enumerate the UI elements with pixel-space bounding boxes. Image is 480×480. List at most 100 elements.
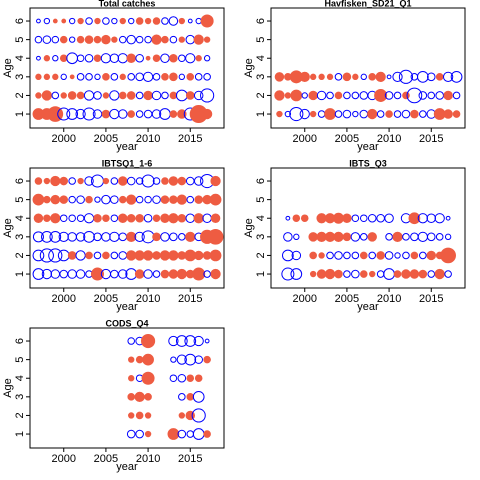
residual-bubble	[110, 195, 119, 204]
residual-bubble	[178, 36, 186, 43]
residual-bubble	[308, 232, 318, 242]
y-tick-label: 3	[255, 74, 267, 80]
y-tick-label: 3	[14, 74, 26, 80]
residual-bubble	[334, 73, 343, 81]
residual-bubble	[84, 35, 94, 44]
residual-bubble	[194, 374, 203, 383]
residual-bubble	[82, 107, 96, 121]
residual-bubble	[152, 195, 161, 204]
y-axis-label: Age	[243, 58, 255, 78]
x-axis-label: year	[116, 141, 138, 153]
residual-bubble	[193, 250, 204, 261]
residual-bubble	[41, 90, 53, 101]
residual-bubble	[101, 232, 111, 242]
residual-bubble	[143, 109, 153, 119]
residual-bubble	[142, 71, 154, 82]
residual-bubble	[186, 430, 195, 438]
residual-bubble	[385, 110, 393, 118]
y-tick-label: 1	[255, 111, 267, 117]
residual-bubble	[118, 213, 128, 223]
residual-bubble	[309, 110, 317, 118]
residual-bubble	[316, 90, 327, 101]
residual-bubble	[160, 213, 170, 223]
residual-bubble	[343, 270, 351, 278]
residual-bubble	[169, 35, 178, 44]
residual-bubble	[434, 268, 445, 280]
residual-bubble	[52, 73, 59, 81]
residual-bubble	[410, 109, 419, 119]
residual-bubble	[360, 73, 367, 81]
residual-bubble	[193, 90, 204, 101]
residual-bubble	[32, 193, 45, 206]
residual-bubble	[167, 428, 180, 440]
plot-frame	[29, 327, 225, 449]
residual-bubble	[176, 354, 187, 365]
residual-bubble	[178, 412, 186, 419]
residual-bubble	[43, 55, 51, 62]
residual-bubble	[191, 408, 206, 423]
residual-bubble	[324, 231, 336, 242]
residual-bubble	[135, 91, 144, 100]
y-tick-label: 4	[255, 55, 267, 61]
residual-bubble	[427, 91, 436, 100]
residual-bubble	[151, 109, 162, 119]
residual-bubble	[57, 249, 70, 262]
residual-bubble	[32, 249, 45, 262]
residual-bubble	[359, 91, 369, 100]
residual-bubble	[369, 270, 376, 278]
x-tick-label: 2010	[377, 133, 401, 145]
residual-bubble	[51, 91, 60, 100]
residual-bubble	[324, 108, 336, 120]
residual-bubble	[110, 269, 119, 279]
residual-bubble	[203, 270, 211, 278]
residual-bubble	[393, 110, 402, 118]
residual-bubble	[83, 230, 95, 243]
residual-bubble	[152, 17, 161, 25]
residual-bubble	[435, 91, 444, 100]
y-tick-label: 2	[14, 92, 26, 98]
residual-bubble	[409, 269, 420, 279]
residual-bubble	[359, 214, 368, 223]
residual-bubble	[169, 232, 178, 242]
residual-bubble	[184, 353, 197, 366]
residual-bubble	[309, 251, 317, 260]
residual-bubble	[126, 250, 137, 261]
residual-bubble	[101, 109, 111, 119]
residual-bubble	[135, 355, 144, 364]
residual-bubble	[127, 337, 136, 345]
residual-bubble	[92, 109, 103, 119]
panel-title: CODS_Q4	[105, 318, 148, 328]
residual-bubble	[152, 270, 161, 278]
residual-bubble	[392, 71, 403, 82]
residual-bubble	[126, 231, 137, 242]
residual-bubble	[209, 193, 222, 206]
residual-bubble	[68, 17, 76, 25]
x-tick-label: 2010	[136, 453, 160, 465]
residual-bubble	[384, 213, 394, 223]
residual-bubble	[145, 55, 151, 61]
residual-bubble	[316, 213, 327, 224]
x-axis-label: year	[357, 301, 379, 313]
residual-bubble	[110, 177, 119, 185]
residual-bubble	[43, 214, 51, 223]
residual-bubble	[117, 53, 128, 64]
residual-bubble	[193, 176, 204, 186]
residual-bubble	[75, 108, 86, 120]
residual-bubble	[144, 17, 152, 25]
residual-bubble	[126, 53, 136, 63]
y-tick-label: 4	[14, 375, 26, 381]
panel-title: IBTS_Q3	[349, 158, 387, 168]
residual-bubble	[367, 213, 377, 223]
residual-bubble	[93, 91, 102, 100]
residual-bubble	[69, 74, 75, 80]
residual-bubble	[152, 232, 161, 242]
y-tick-label: 5	[255, 37, 267, 43]
x-tick-label: 2015	[419, 133, 443, 145]
panel-title: Havfisken_SD21_Q1	[324, 0, 411, 8]
residual-bubble	[141, 174, 155, 188]
residual-bubble	[276, 110, 283, 118]
residual-bubble	[394, 252, 401, 259]
residual-bubble	[376, 110, 385, 118]
residual-bubble	[170, 356, 177, 363]
residual-bubble	[367, 232, 377, 242]
